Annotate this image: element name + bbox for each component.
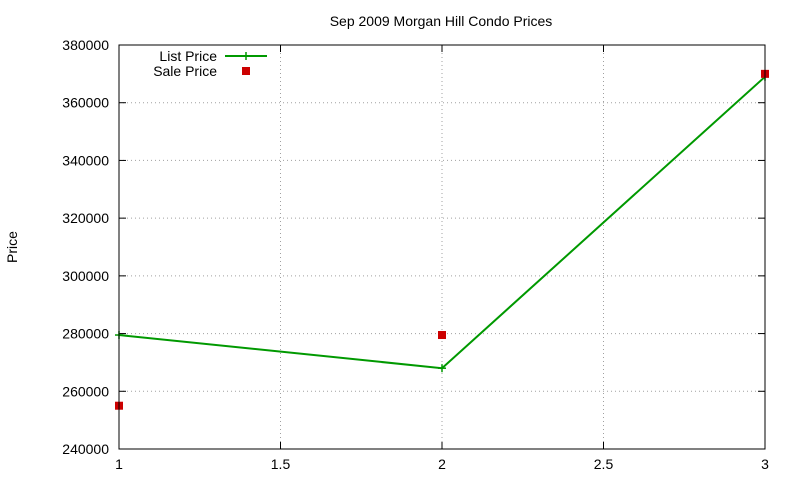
legend-marker — [242, 67, 250, 75]
x-tick-label: 1.5 — [271, 456, 291, 472]
chart-title: Sep 2009 Morgan Hill Condo Prices — [330, 13, 553, 29]
y-tick-label: 280000 — [62, 326, 109, 342]
legend-entry-sale-price: Sale Price — [153, 63, 250, 79]
y-tick-label: 240000 — [62, 441, 109, 457]
y-tick-label: 340000 — [62, 152, 109, 168]
y-tick-label: 300000 — [62, 268, 109, 284]
y-tick-label: 260000 — [62, 383, 109, 399]
y-tick-label: 380000 — [62, 37, 109, 53]
legend-entry-list-price: List Price — [159, 48, 267, 64]
y-tick-label: 360000 — [62, 95, 109, 111]
x-tick-label: 3 — [761, 456, 769, 472]
series-sale-price — [115, 69, 769, 410]
sale-price-point — [438, 331, 446, 340]
legend-marker — [242, 52, 250, 60]
plot-frame — [118, 44, 766, 450]
legend-label: List Price — [159, 48, 217, 64]
y-tick-label: 320000 — [62, 210, 109, 226]
y-axis-label: Price — [4, 231, 20, 263]
tick-labels: 1 1.5 2 2.5 3 240000 260000 280000 300000 320000 3… — [62, 37, 769, 472]
x-tick-label: 2.5 — [594, 456, 614, 472]
series-layer — [115, 69, 769, 410]
x-tick-label: 1 — [115, 456, 123, 472]
legend-label: Sale Price — [153, 63, 217, 79]
list-price-point — [438, 364, 446, 373]
list-price-line — [118, 76, 766, 370]
x-tick-label: 2 — [438, 456, 446, 472]
grid — [119, 45, 765, 449]
